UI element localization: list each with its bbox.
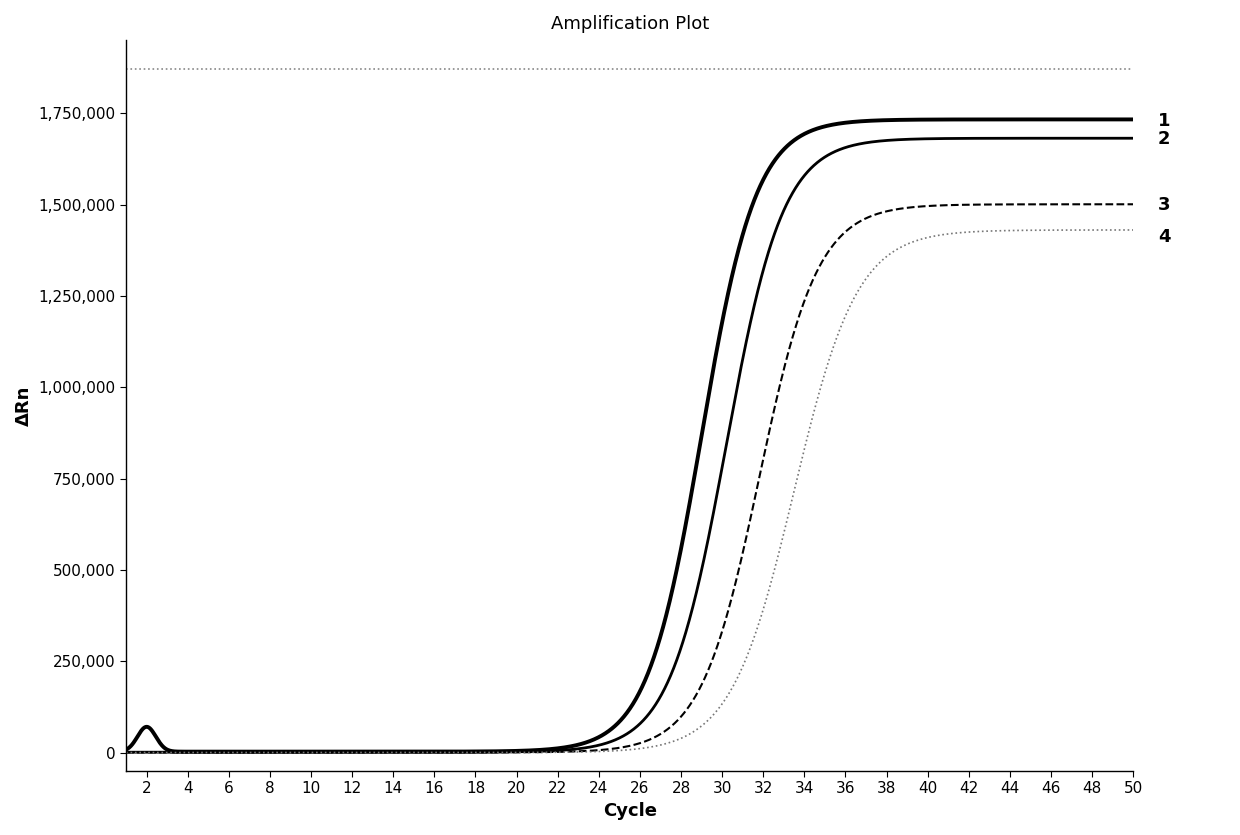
X-axis label: Cycle: Cycle — [603, 802, 657, 820]
Y-axis label: ΔRn: ΔRn — [15, 386, 33, 426]
Title: Amplification Plot: Amplification Plot — [551, 15, 709, 33]
Text: 1: 1 — [1158, 112, 1171, 129]
Text: 3: 3 — [1158, 195, 1171, 214]
Text: 2: 2 — [1158, 129, 1171, 148]
Text: 4: 4 — [1158, 229, 1171, 246]
